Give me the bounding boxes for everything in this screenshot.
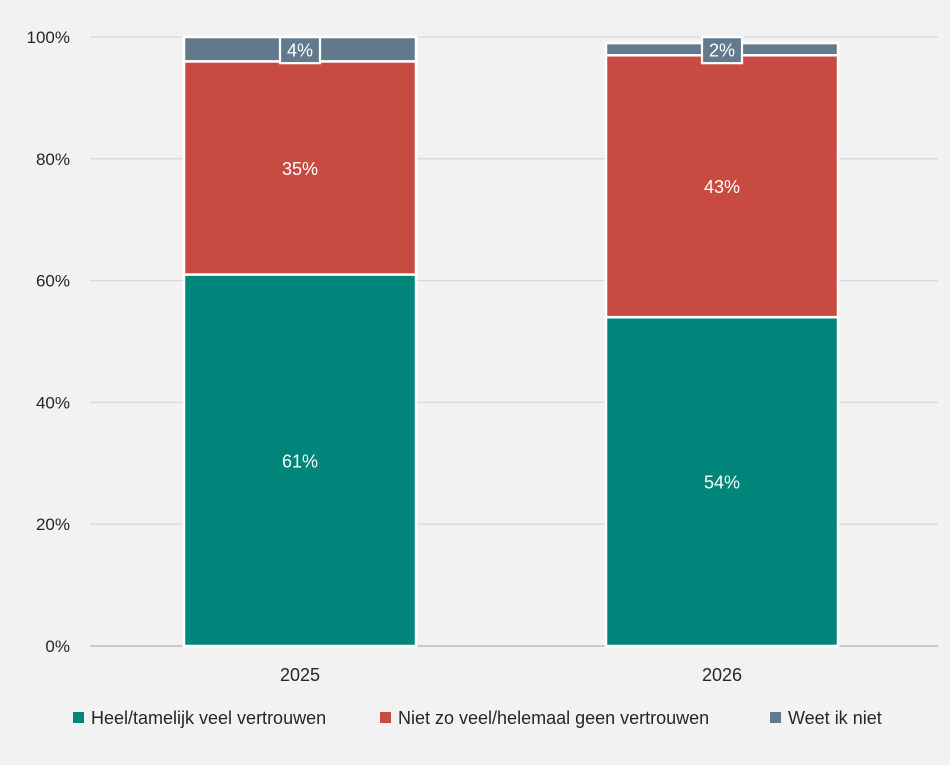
data-label: 54% bbox=[704, 473, 740, 493]
bar-segment bbox=[182, 60, 418, 276]
data-label-box bbox=[700, 36, 744, 65]
y-tick-label: 60% bbox=[36, 272, 70, 291]
legend-label: Heel/tamelijk veel vertrouwen bbox=[91, 708, 326, 728]
y-tick-label: 0% bbox=[45, 637, 70, 656]
data-label: 2% bbox=[709, 41, 735, 61]
data-label-box bbox=[278, 36, 322, 65]
y-tick-label: 80% bbox=[36, 150, 70, 169]
bar-segment bbox=[182, 273, 418, 648]
legend-swatch bbox=[770, 712, 781, 723]
bar-segment bbox=[604, 54, 840, 319]
legend: Heel/tamelijk veel vertrouwen Niet zo vee… bbox=[73, 708, 882, 728]
x-tick-label: 2025 bbox=[280, 665, 320, 685]
legend-label: Niet zo veel/helemaal geen vertrouwen bbox=[398, 708, 709, 728]
data-labels: 61% 35% 4% 54% 43% 2% bbox=[278, 36, 744, 493]
data-label: 43% bbox=[704, 177, 740, 197]
legend-label: Weet ik niet bbox=[788, 708, 882, 728]
x-axis-ticks: 2025 2026 bbox=[280, 665, 742, 685]
data-label: 4% bbox=[287, 41, 313, 61]
y-tick-label: 20% bbox=[36, 515, 70, 534]
legend-swatch bbox=[380, 712, 391, 723]
y-axis-ticks: 0% 20% 40% 60% 80% 100% bbox=[27, 28, 70, 656]
y-tick-label: 40% bbox=[36, 393, 70, 412]
x-tick-label: 2026 bbox=[702, 665, 742, 685]
data-label: 61% bbox=[282, 451, 318, 471]
data-label: 35% bbox=[282, 159, 318, 179]
bars bbox=[182, 35, 840, 648]
y-tick-label: 100% bbox=[27, 28, 70, 47]
legend-swatch bbox=[73, 712, 84, 723]
